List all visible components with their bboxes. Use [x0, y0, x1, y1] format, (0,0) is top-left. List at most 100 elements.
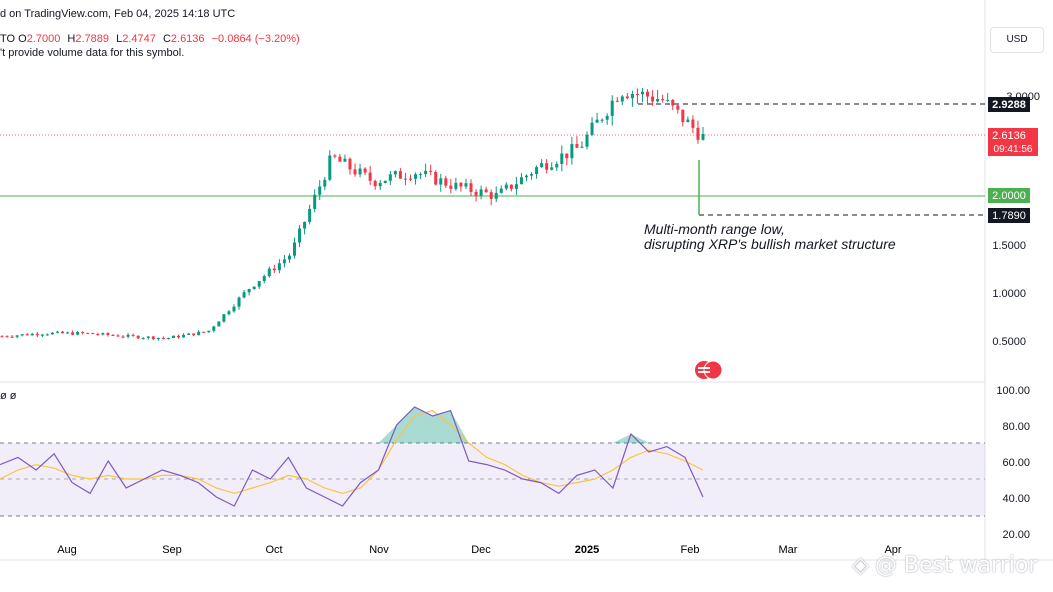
candle-body: [651, 96, 655, 102]
flag-icon[interactable]: [695, 360, 723, 380]
candle-body: [550, 167, 554, 170]
candle-body: [91, 333, 95, 335]
candle-body: [691, 119, 695, 128]
candle-body: [514, 184, 518, 189]
candle-body: [353, 169, 357, 175]
candle-body: [177, 335, 181, 338]
candle-body: [625, 96, 629, 99]
symbol-suffix: TO: [0, 33, 16, 45]
candle-body: [298, 228, 302, 243]
rsi-band: [0, 443, 985, 516]
candles-group: [0, 87, 705, 341]
candle-body: [363, 168, 367, 173]
candle-body: [459, 182, 463, 187]
candle-body: [30, 333, 34, 336]
price-tick-1-0: 1.0000: [992, 288, 1026, 300]
candle-body: [504, 184, 508, 189]
candle-body: [646, 91, 650, 97]
candle-body: [116, 335, 120, 337]
candle-body: [640, 91, 644, 95]
candle-body: [474, 191, 478, 196]
candle-body: [530, 174, 534, 176]
candle-body: [323, 179, 327, 187]
candle-body: [408, 178, 412, 180]
candle-body: [192, 333, 196, 336]
candle-body: [610, 100, 614, 116]
candle-body: [96, 334, 100, 336]
candle-body: [282, 259, 286, 264]
candle-body: [333, 155, 337, 157]
candle-body: [681, 109, 685, 123]
candle-body: [489, 192, 493, 199]
price-tick-1-5: 1.5000: [992, 240, 1026, 252]
candle-body: [171, 335, 175, 339]
low-label: L: [116, 33, 123, 45]
candle-body: [106, 333, 110, 335]
candle-body: [620, 96, 624, 102]
range-low-box: [988, 208, 1030, 223]
rsi-tick-80: 80.00: [1002, 421, 1030, 433]
candle-body: [293, 242, 297, 256]
candle-body: [257, 281, 261, 287]
candle-body: [666, 99, 670, 101]
candle-body: [66, 332, 70, 334]
candle-body: [545, 163, 549, 170]
candle-body: [146, 336, 150, 338]
watermark-text: @ Best warrior: [874, 553, 1038, 578]
candle-body: [671, 99, 675, 106]
candle-body: [519, 177, 523, 185]
open-label: O: [18, 33, 27, 45]
candle-body: [25, 334, 29, 336]
candle-body: [61, 331, 65, 334]
candle-body: [378, 182, 382, 187]
candle-body: [151, 336, 155, 340]
candle-body: [217, 321, 221, 327]
candle-body: [540, 163, 544, 168]
candle-body: [343, 158, 347, 162]
candle-body: [50, 332, 54, 335]
candle-body: [686, 119, 690, 123]
no-volume-notice: 't provide volume data for this symbol.: [0, 47, 185, 59]
time-label-oct: Oct: [265, 544, 282, 556]
candle-body: [585, 134, 589, 147]
candle-body: [555, 163, 559, 168]
candle-body: [10, 336, 14, 338]
open-value: 2.7000: [26, 33, 61, 45]
candle-body: [661, 99, 665, 101]
candle-body: [197, 331, 201, 336]
candle-body: [71, 332, 75, 335]
annotation-line-2: disrupting XRP's bullish market structur…: [644, 236, 896, 252]
rsi-legend: ø ø: [0, 390, 17, 402]
candle-body: [630, 93, 634, 99]
candle-body: [20, 334, 24, 336]
range-low-label: 1.7890: [992, 210, 1026, 222]
candle-body: [212, 326, 216, 331]
candle-body: [696, 127, 700, 140]
candle-body: [272, 268, 276, 271]
candle-body: [222, 314, 226, 322]
time-label-aug: Aug: [57, 544, 77, 556]
dashed-high-label: 2.9288: [992, 99, 1026, 111]
time-label-feb: Feb: [681, 544, 700, 556]
candle-body: [429, 170, 433, 172]
candle-body: [247, 289, 251, 293]
candle-body: [121, 336, 125, 338]
candle-body: [580, 146, 584, 148]
candle-body: [126, 334, 130, 337]
time-label-dec: Dec: [471, 544, 491, 556]
change-value: −0.0864 (−3.20%): [211, 33, 300, 45]
candle-body: [388, 174, 392, 181]
candle-body: [615, 100, 619, 102]
currency-button[interactable]: USD: [990, 27, 1044, 53]
support-box: [988, 188, 1030, 203]
candle-body: [676, 105, 680, 110]
candle-body: [242, 292, 246, 298]
candle-body: [101, 333, 105, 335]
high-label: H: [67, 33, 76, 45]
binance-logo-icon: ◈: [852, 553, 869, 578]
current-price-box: [988, 128, 1038, 156]
annotation-line-1: Multi-month range low,: [644, 221, 785, 237]
candle-body: [76, 332, 80, 335]
time-label-mar: Mar: [779, 544, 798, 556]
